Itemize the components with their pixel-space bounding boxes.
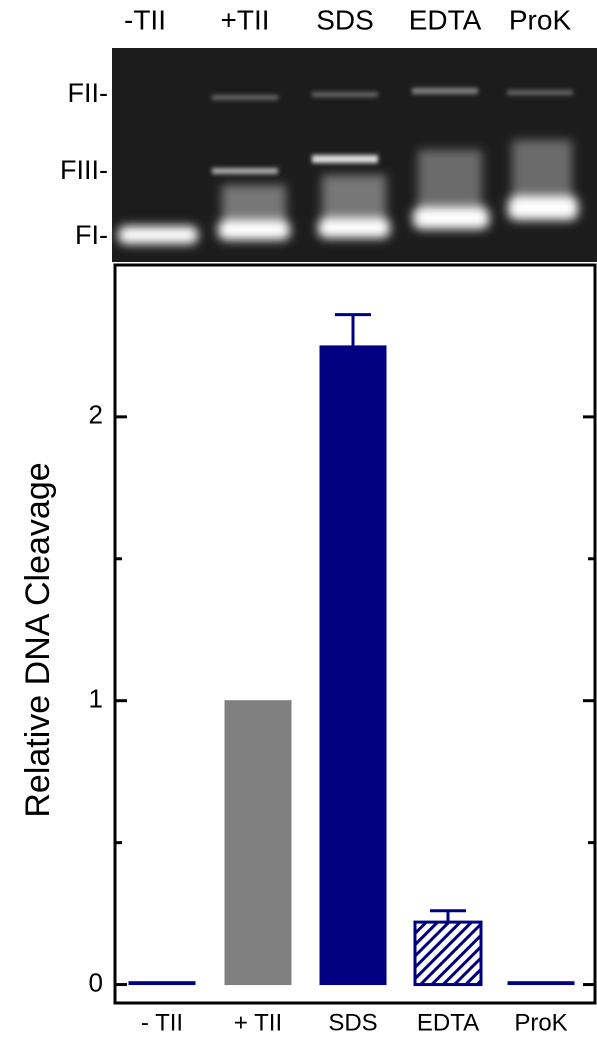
x-tick-label: SDS [328, 1009, 377, 1036]
y-tick-label: 2 [89, 400, 103, 430]
y-tick-label: 0 [89, 967, 103, 997]
lane-label: +TII [220, 4, 269, 35]
bar [224, 700, 292, 986]
lane-label: EDTA [409, 4, 482, 35]
gel-image [112, 48, 597, 262]
x-tick-label: + TII [234, 1009, 282, 1036]
bar [319, 345, 387, 986]
lane-label: ProK [509, 4, 572, 35]
lane-label: SDS [316, 4, 374, 35]
y-axis-label: Relative DNA Cleavage [19, 462, 57, 817]
plot-frame [113, 263, 597, 1005]
lane-label: -TII [124, 4, 166, 35]
bar [128, 981, 196, 986]
x-tick-label: - TII [141, 1009, 183, 1036]
x-tick-label: ProK [514, 1009, 567, 1036]
y-tick-label: 1 [89, 684, 103, 714]
bar [413, 920, 483, 987]
band-label: FI- [75, 220, 108, 250]
band-label: FII- [68, 78, 109, 108]
band-label: FIII- [60, 155, 108, 185]
x-tick-label: EDTA [417, 1009, 479, 1036]
bar [507, 981, 575, 986]
